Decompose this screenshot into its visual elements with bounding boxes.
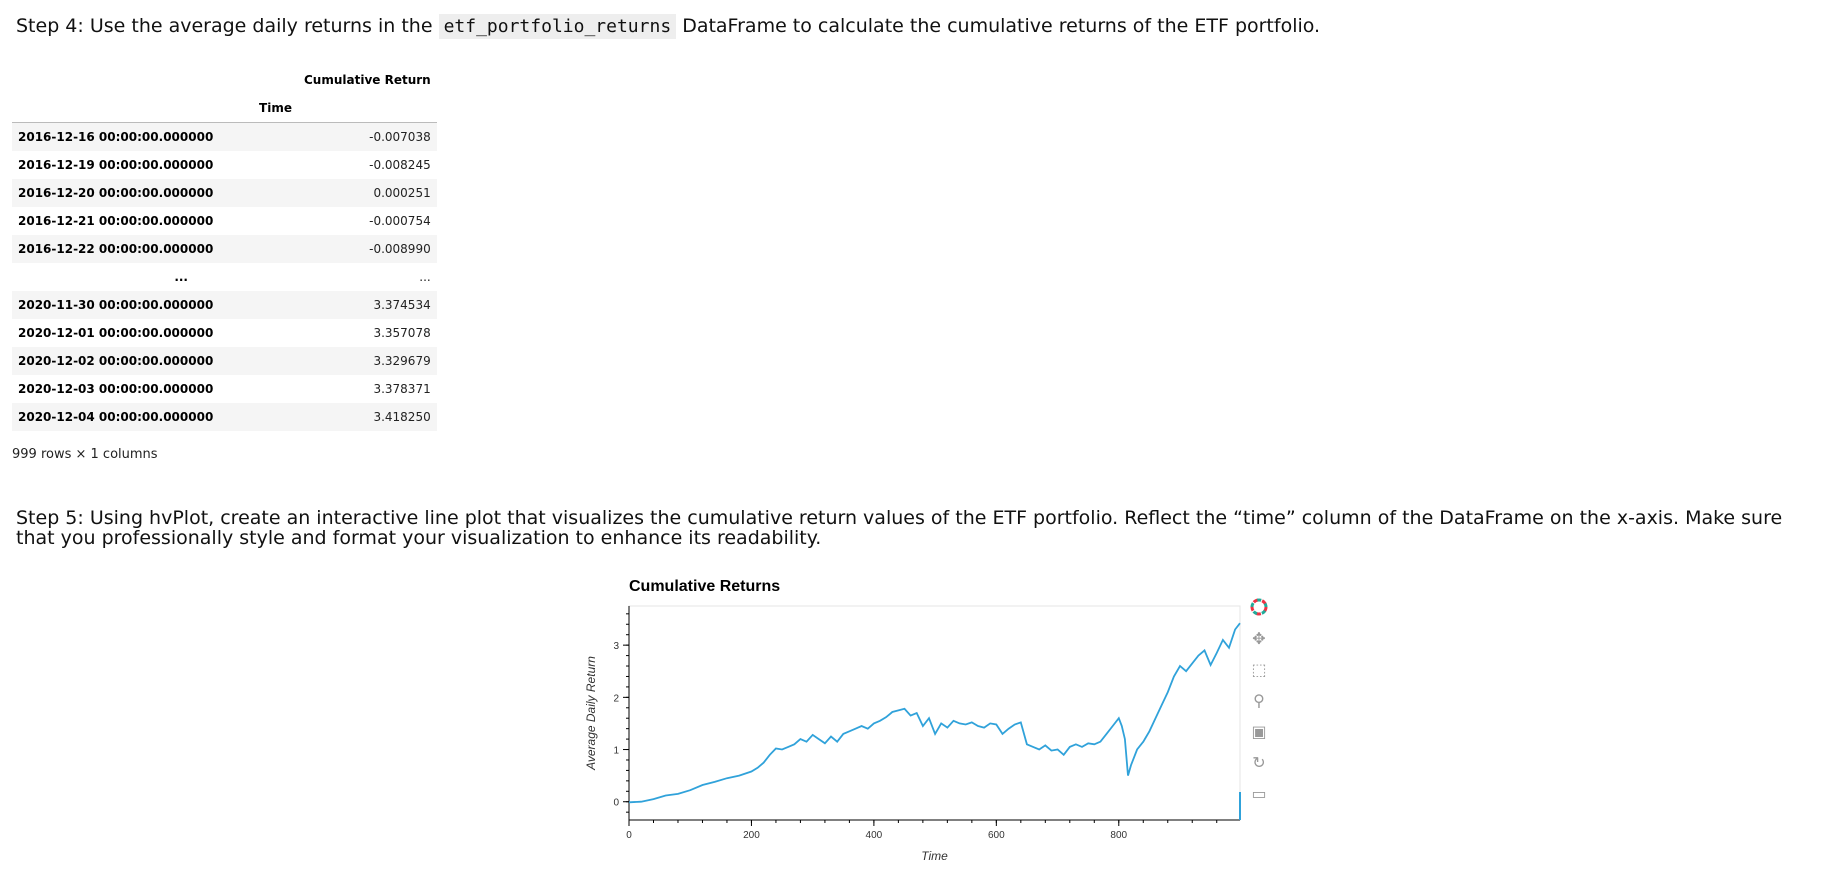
table-row: 2020-12-04 00:00:00.000000 3.418250 bbox=[12, 403, 437, 431]
bokeh-logo-icon[interactable] bbox=[1248, 596, 1270, 618]
cumulative-return-line bbox=[628, 622, 1241, 804]
table-row: ...... bbox=[12, 263, 437, 291]
plot-frame bbox=[628, 605, 1241, 821]
table-corner-cell bbox=[12, 66, 298, 94]
pan-icon[interactable]: ✥ bbox=[1252, 628, 1266, 648]
row-value-cell: -0.007038 bbox=[369, 130, 431, 144]
hover-icon[interactable]: ▭ bbox=[1251, 783, 1267, 803]
table-row: 2020-12-03 00:00:00.000000 3.378371 bbox=[12, 375, 437, 403]
table-row: 2016-12-21 00:00:00.000000 -0.000754 bbox=[12, 207, 437, 235]
index-name-spacer bbox=[298, 94, 437, 123]
row-index-cell: 2020-12-01 00:00:00.000000 bbox=[18, 326, 214, 340]
table-body: 2016-12-16 00:00:00.000000 -0.007038 2016-… bbox=[12, 122, 437, 431]
table-row: 2016-12-16 00:00:00.000000 -0.007038 bbox=[12, 122, 437, 151]
table-row: 2016-12-22 00:00:00.000000 -0.008990 bbox=[12, 235, 437, 263]
y-tick-label: 3 bbox=[613, 641, 619, 652]
table-row: 2020-12-01 00:00:00.000000 3.357078 bbox=[12, 319, 437, 347]
row-index-cell: ... bbox=[174, 270, 188, 284]
x-tick-label: 400 bbox=[866, 830, 883, 841]
row-value-cell: 3.418250 bbox=[373, 410, 431, 424]
table-row: 2016-12-20 00:00:00.000000 0.000251 bbox=[12, 179, 437, 207]
row-value-cell: 3.357078 bbox=[373, 326, 431, 340]
row-index-cell: 2020-12-03 00:00:00.000000 bbox=[18, 382, 214, 396]
hvplot-figure: 0 1 2 3 0 200 400 600 800 Time Average Daily Retur… bbox=[580, 576, 1300, 870]
table-row: 2020-11-30 00:00:00.000000 3.374534 bbox=[12, 291, 437, 319]
table-index-name-row: Time bbox=[12, 94, 437, 123]
save-icon[interactable]: ▣ bbox=[1251, 721, 1267, 741]
x-tick-label: 0 bbox=[626, 830, 632, 841]
row-value-cell: -0.008990 bbox=[369, 242, 431, 256]
box-zoom-icon[interactable]: ⬚ bbox=[1251, 659, 1267, 679]
row-index-cell: 2016-12-19 00:00:00.000000 bbox=[18, 158, 214, 172]
row-value-cell: 3.378371 bbox=[373, 382, 431, 396]
x-tick-label: 800 bbox=[1110, 830, 1127, 841]
row-index-cell: 2020-12-02 00:00:00.000000 bbox=[18, 354, 214, 368]
x-tick-label: 600 bbox=[988, 830, 1005, 841]
plot-toolbar: ✥ ⬚ ⚲ ▣ ↻ ▭ bbox=[1248, 596, 1274, 813]
plot-title: Cumulative Returns bbox=[629, 578, 781, 595]
row-index-cell: 2016-12-22 00:00:00.000000 bbox=[18, 242, 214, 256]
row-index-cell: 2016-12-21 00:00:00.000000 bbox=[18, 214, 214, 228]
row-index-cell: 2020-12-04 00:00:00.000000 bbox=[18, 410, 214, 424]
dataframe-shape-info: 999 rows × 1 columns bbox=[12, 447, 158, 462]
row-index-cell: 2016-12-16 00:00:00.000000 bbox=[18, 130, 214, 144]
row-value-cell: ... bbox=[419, 270, 431, 284]
dataframe-table: Cumulative Return Time 2016-12-16 00:00:… bbox=[12, 66, 437, 431]
table-row: 2020-12-02 00:00:00.000000 3.329679 bbox=[12, 347, 437, 375]
column-header-cumulative-return: Cumulative Return bbox=[304, 73, 431, 87]
table-header-row: Cumulative Return bbox=[12, 66, 437, 94]
step4-heading: Step 4: Use the average daily returns in… bbox=[16, 14, 1321, 39]
dataframe-name-code: etf_portfolio_returns bbox=[438, 14, 677, 39]
row-value-cell: 3.329679 bbox=[373, 354, 431, 368]
y-tick-label: 1 bbox=[613, 746, 619, 757]
y-tick-label: 2 bbox=[613, 693, 619, 704]
x-axis-label: Time bbox=[921, 849, 948, 863]
wheel-zoom-icon[interactable]: ⚲ bbox=[1253, 690, 1265, 710]
step4-suffix: DataFrame to calculate the cumulative re… bbox=[676, 15, 1321, 37]
index-name-time: Time bbox=[12, 94, 298, 123]
step5-heading: Step 5: Using hvPlot, create an interact… bbox=[16, 507, 1783, 549]
step4-prefix: Step 4: Use the average daily returns in… bbox=[16, 15, 439, 37]
row-value-cell: -0.008245 bbox=[369, 158, 431, 172]
row-value-cell: -0.000754 bbox=[369, 214, 431, 228]
table-row: 2016-12-19 00:00:00.000000 -0.008245 bbox=[12, 151, 437, 179]
line-plot-svg[interactable]: 0 1 2 3 0 200 400 600 800 Time Average Daily Retur… bbox=[580, 576, 1300, 870]
row-index-cell: 2020-11-30 00:00:00.000000 bbox=[18, 298, 214, 312]
row-index-cell: 2016-12-20 00:00:00.000000 bbox=[18, 186, 214, 200]
reset-icon[interactable]: ↻ bbox=[1252, 752, 1266, 772]
y-tick-label: 0 bbox=[613, 798, 619, 809]
x-tick-label: 200 bbox=[743, 830, 760, 841]
y-axis-label: Average Daily Return bbox=[584, 656, 598, 771]
row-value-cell: 0.000251 bbox=[373, 186, 431, 200]
row-value-cell: 3.374534 bbox=[373, 298, 431, 312]
